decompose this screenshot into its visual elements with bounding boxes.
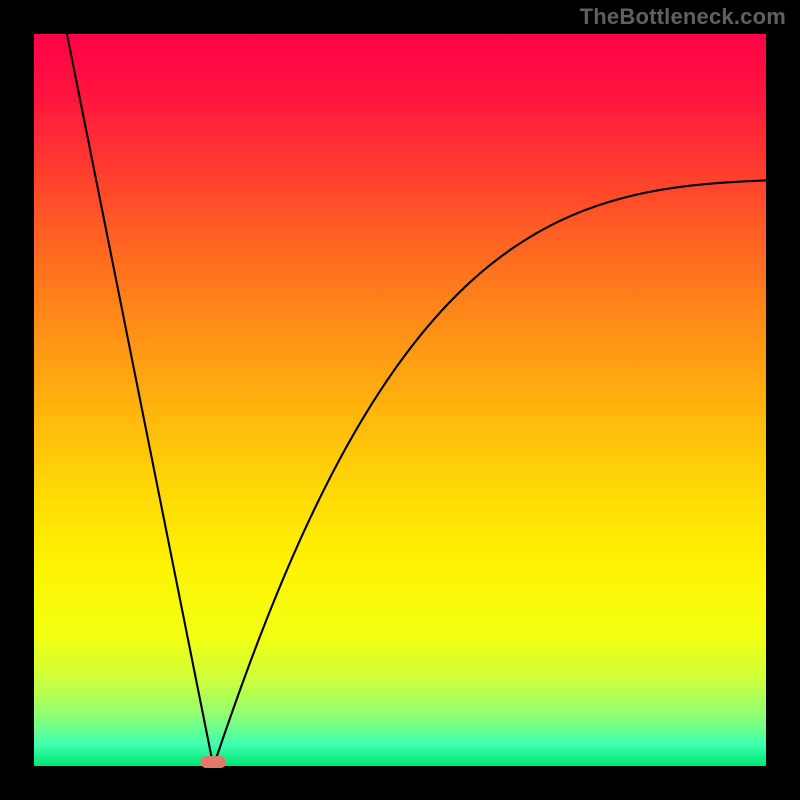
chart-stage: TheBottleneck.com — [0, 0, 800, 800]
bottleneck-chart-svg — [0, 0, 800, 800]
watermark-text: TheBottleneck.com — [580, 4, 786, 30]
plot-background — [34, 34, 766, 766]
optimal-point-marker — [200, 756, 226, 768]
